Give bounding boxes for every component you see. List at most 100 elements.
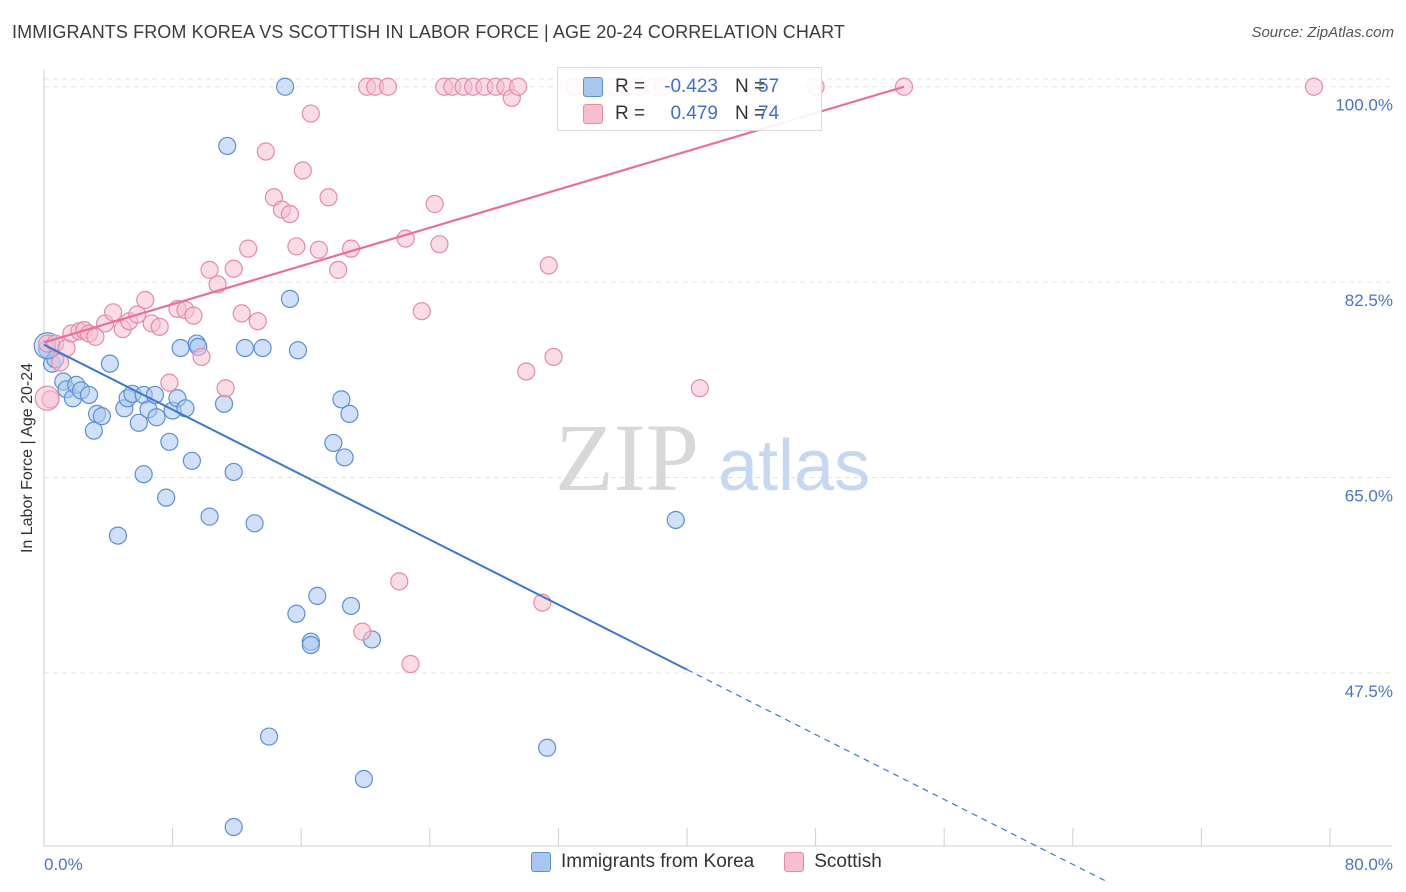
scottish-point [329, 260, 348, 279]
x-tick-label: 80.0% [1345, 855, 1393, 874]
scottish-point [1304, 77, 1324, 96]
stats-swatch-scottish [583, 104, 603, 124]
y-tick-label: 82.5% [1345, 291, 1393, 310]
korea-point [100, 354, 120, 373]
stats-r-label: R = [615, 103, 646, 124]
stats-box: R = -0.423 N = 57 R = 0.479 N = 74 [557, 67, 822, 131]
korea-point [538, 738, 557, 757]
scottish-point [256, 142, 275, 161]
scottish-point [150, 317, 169, 336]
korea-point [280, 289, 300, 308]
korea-point [134, 465, 153, 484]
korea-point [160, 432, 179, 451]
watermark: ZIP atlas [555, 404, 870, 511]
korea-point [340, 404, 359, 423]
scottish-point [239, 239, 258, 258]
korea-trend-line [43, 343, 688, 671]
scottish-point-large [34, 385, 60, 411]
korea-point [92, 407, 111, 426]
korea-point [332, 390, 351, 409]
x-tick-label: 0.0% [44, 855, 83, 874]
scottish-point [160, 373, 179, 392]
korea-point [324, 433, 343, 453]
korea-point [171, 338, 190, 358]
watermark-zip: ZIP [555, 404, 699, 511]
korea-point [276, 77, 295, 96]
korea-point [129, 413, 148, 432]
korea-point [354, 769, 373, 789]
korea-point [108, 526, 128, 545]
scottish-point [301, 104, 320, 123]
scottish-point [690, 379, 709, 398]
scottish-point [248, 312, 267, 331]
scottish-point [309, 240, 328, 259]
stats-r-value: 0.479 [670, 103, 718, 124]
korea-point [335, 448, 354, 467]
y-tick-label: 65.0% [1345, 487, 1393, 506]
chart-title: IMMIGRANTS FROM KOREA VS SCOTTISH IN LAB… [12, 22, 845, 42]
scottish-point [216, 379, 235, 398]
stats-n-value: 74 [758, 103, 780, 124]
legend-swatch-scottish [784, 852, 805, 872]
korea-point [218, 136, 237, 156]
scottish-point [425, 194, 444, 214]
y-tick-label: 100.0% [1335, 96, 1393, 115]
scottish-point [232, 304, 251, 323]
legend-item-scottish[interactable]: Scottish [784, 851, 882, 873]
scottish-point [517, 362, 536, 381]
scottish-point [353, 622, 372, 641]
korea-point [200, 507, 219, 526]
scottish-point [86, 327, 105, 346]
gridlines [44, 78, 1392, 674]
korea-point [224, 817, 243, 837]
y-tick-label: 47.5% [1345, 682, 1393, 701]
legend-label-korea: Immigrants from Korea [561, 851, 755, 872]
scottish-point [104, 303, 123, 322]
scottish-point [184, 306, 203, 325]
stats-n-value: 57 [758, 76, 780, 97]
korea-point [288, 341, 308, 360]
scottish-point [319, 188, 338, 207]
korea-point [259, 727, 279, 746]
scottish-point [378, 77, 398, 96]
stats-n-label: N = [735, 103, 766, 124]
legend-label-scottish: Scottish [814, 851, 882, 872]
scottish-point [293, 161, 312, 180]
scottish-point [544, 347, 563, 367]
stats-r-value: -0.423 [664, 76, 718, 97]
korea-point [79, 385, 99, 405]
korea-point [147, 408, 166, 427]
korea-point [666, 510, 685, 530]
scottish-point [430, 235, 449, 254]
stats-n-label: N = [735, 76, 766, 97]
tick-labels: 47.5% 65.0% 82.5% 100.0% 0.0% 80.0% [44, 96, 1393, 874]
legend-item-korea[interactable]: Immigrants from Korea [531, 851, 754, 873]
scottish-point [539, 256, 558, 275]
korea-point [308, 586, 327, 605]
stats-r-label: R = [615, 76, 646, 97]
stats-swatch-korea [583, 77, 603, 97]
korea-point [224, 462, 243, 482]
scottish-point [509, 77, 528, 96]
series-korea-points [33, 77, 685, 837]
scottish-point [390, 572, 409, 591]
korea-point [301, 635, 320, 655]
korea-point [182, 451, 201, 470]
scottish-point [401, 654, 420, 674]
axes [43, 70, 1392, 847]
korea-point [287, 604, 306, 623]
scottish-point [200, 260, 219, 279]
korea-trend-extension [686, 669, 1106, 882]
korea-point [235, 338, 255, 358]
korea-point [245, 514, 264, 533]
korea-point [341, 596, 361, 616]
series-scottish-points [34, 77, 1324, 674]
scottish-point [224, 259, 243, 278]
scottish-point [280, 204, 300, 224]
legend-swatch-korea [531, 852, 551, 872]
scottish-point [412, 302, 431, 321]
legend: Immigrants from Korea Scottish [531, 851, 912, 873]
source-label: Source: ZipAtlas.com [1251, 24, 1394, 41]
scottish-point [287, 237, 306, 256]
